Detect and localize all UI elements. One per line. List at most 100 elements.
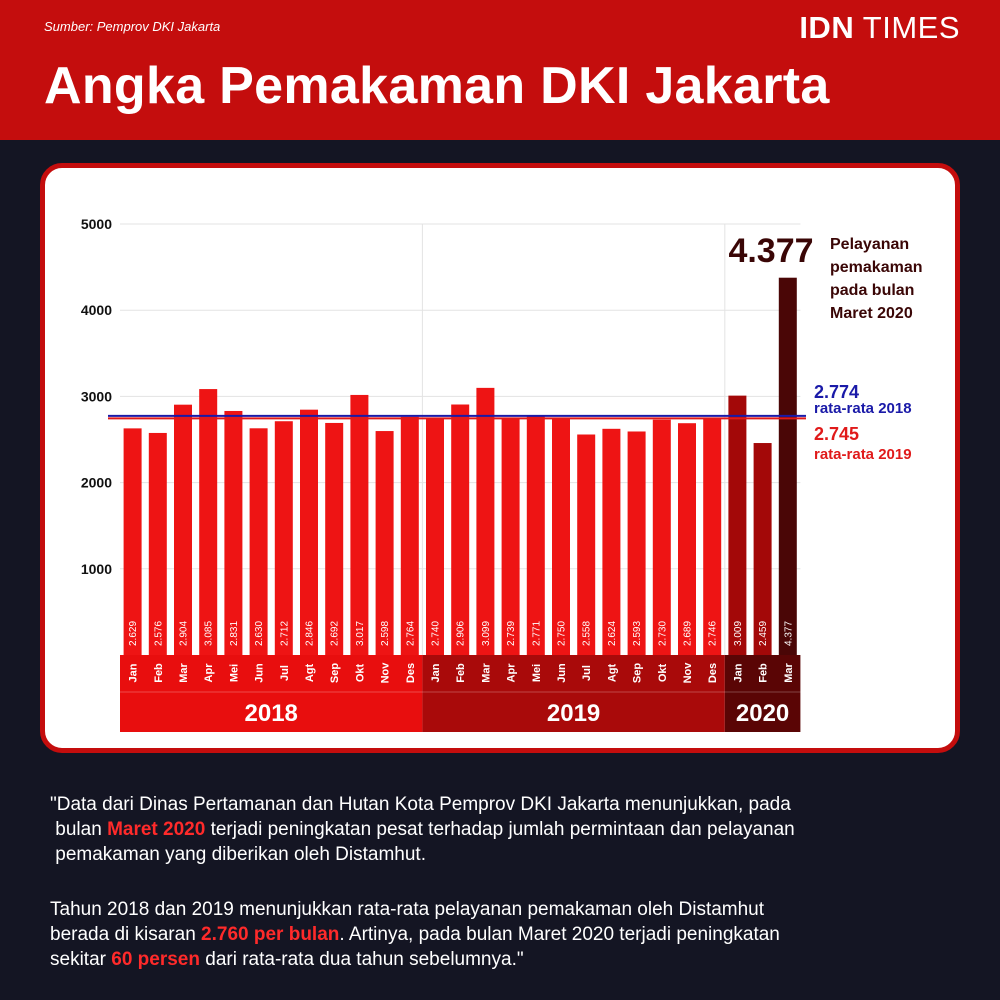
bar-value-label: 2.906 — [456, 621, 467, 646]
bar — [501, 418, 520, 655]
average-2018-label: rata-rata 2018 — [814, 400, 912, 417]
bar-value-label: 2.740 — [431, 621, 442, 646]
quote2-line3-pre: sekitar — [50, 949, 112, 970]
bar-value-label: 2.831 — [229, 621, 240, 646]
bar-value-label: 2.689 — [683, 621, 694, 646]
month-tick-label: Mei — [228, 664, 240, 682]
bar-value-label: 2.576 — [153, 621, 164, 646]
month-tick-label: Sep — [329, 663, 341, 683]
month-tick-label: Feb — [455, 663, 467, 683]
month-tick-label: Feb — [758, 663, 770, 683]
quote1-line2: bulan Maret 2020 terjadi peningkatan pes… — [50, 817, 970, 842]
bar — [552, 417, 570, 655]
year-label: 2019 — [547, 700, 600, 727]
bar — [249, 428, 268, 655]
page-title: Angka Pemakaman DKI Jakarta — [44, 57, 830, 115]
month-tick-label: Jun — [556, 663, 568, 683]
month-tick-label: Okt — [354, 663, 366, 682]
bar — [375, 431, 394, 655]
bar-value-label: 3.017 — [355, 621, 366, 646]
month-tick-label: Agt — [304, 664, 316, 683]
month-tick-label: Jun — [254, 663, 266, 683]
bar-value-label: 2.712 — [279, 621, 290, 646]
annotation-line: pada bulan — [830, 282, 914, 299]
month-band — [120, 655, 423, 692]
bar — [627, 431, 646, 655]
month-tick-label: Agt — [606, 664, 618, 683]
average-2018-value: 2.774 — [814, 382, 859, 402]
chart-panel — [40, 163, 960, 753]
month-tick-label: Des — [707, 663, 719, 683]
annotation-line: pemakaman — [830, 259, 923, 276]
annotation-line: Pelayanan — [830, 236, 909, 253]
bar — [174, 404, 192, 655]
y-tick-label: 3000 — [81, 388, 112, 404]
bar — [148, 432, 167, 655]
quote2-line2: berada di kisaran 2.760 per bulan. Artin… — [50, 922, 970, 947]
month-tick-label: Mei — [531, 664, 543, 682]
bar-value-label: 2.846 — [305, 621, 316, 646]
y-tick-label: 1000 — [81, 561, 112, 577]
month-tick-label: Mar — [480, 663, 492, 683]
bar-value-label: 3.099 — [481, 621, 492, 646]
quote1-highlight: Maret 2020 — [107, 819, 206, 840]
bar — [526, 416, 545, 655]
bar-value-label: 2.764 — [405, 621, 416, 646]
bar — [426, 418, 444, 655]
month-tick-label: Mar — [178, 663, 190, 683]
source-note: Sumber: Pemprov DKI Jakarta — [44, 19, 221, 34]
bar — [224, 410, 243, 655]
month-tick-label: Jul — [581, 665, 593, 681]
bar-value-label: 3.085 — [204, 621, 215, 646]
header-banner: Sumber: Pemprov DKI Jakarta IDN TIMES An… — [0, 0, 1000, 140]
bar-value-label: 2.730 — [657, 621, 668, 646]
bar — [274, 421, 293, 655]
quote2-line2-post: . Artinya, pada bulan Maret 2020 terjadi… — [339, 924, 780, 945]
month-tick-label: Apr — [203, 663, 215, 683]
bar — [678, 423, 696, 655]
month-tick-label: Sep — [632, 663, 644, 683]
year-band — [422, 692, 725, 732]
bar-value-label: 4.377 — [783, 621, 794, 646]
bar-value-label: 2.629 — [128, 621, 139, 646]
bar — [451, 404, 470, 655]
bar — [300, 409, 318, 655]
bar-value-label: 2.692 — [330, 621, 341, 646]
month-tick-label: Nov — [682, 662, 694, 684]
month-tick-label: Des — [405, 663, 417, 683]
bar — [476, 387, 495, 655]
quote2-line3: sekitar 60 persen dari rata-rata dua tah… — [50, 947, 970, 972]
bar-value-label: 3.009 — [733, 621, 744, 646]
quote2-highlight-average: 2.760 per bulan — [201, 924, 340, 945]
year-band — [724, 692, 801, 732]
quote1-line1: "Data dari Dinas Pertamanan dan Hutan Ko… — [50, 794, 791, 815]
bar — [577, 434, 596, 655]
bar-value-label: 2.624 — [607, 621, 618, 646]
month-tick-label: Feb — [153, 663, 165, 683]
quote-paragraph-1: "Data dari Dinas Pertamanan dan Hutan Ko… — [50, 792, 970, 867]
quote2-line2-pre: berada di kisaran — [50, 924, 202, 945]
month-tick-label: Apr — [506, 663, 518, 683]
month-tick-label: Mar — [783, 663, 795, 683]
annotation-line: Maret 2020 — [830, 305, 913, 322]
y-tick-label: 5000 — [81, 216, 112, 232]
axis-layer: 1000 2000 3000 4000 5000 2018 2019 2020 Jan Feb Ma… — [81, 216, 801, 732]
bar-value-label: 2.598 — [380, 621, 391, 646]
bars-layer: 2.629 2.576 2.904 3.085 2.831 2.630 2.712 2.846… — [123, 277, 797, 655]
bar-value-label: 2.771 — [531, 621, 542, 646]
brand-logo-light: TIMES — [862, 10, 960, 45]
quote1-line3: pemakaman yang diberikan oleh Distamhut. — [50, 842, 970, 867]
bar — [778, 277, 797, 655]
year-band — [120, 692, 423, 732]
month-tick-label: Nov — [380, 662, 392, 684]
y-tick-label: 4000 — [81, 302, 112, 318]
bar — [728, 395, 747, 655]
bar-value-label: 2.558 — [582, 621, 593, 646]
bar-value-label: 2.904 — [179, 621, 190, 646]
bar — [703, 418, 722, 655]
bar — [753, 443, 772, 655]
quote1-line2-pre: bulan — [55, 819, 108, 840]
month-tick-label: Okt — [657, 663, 669, 682]
